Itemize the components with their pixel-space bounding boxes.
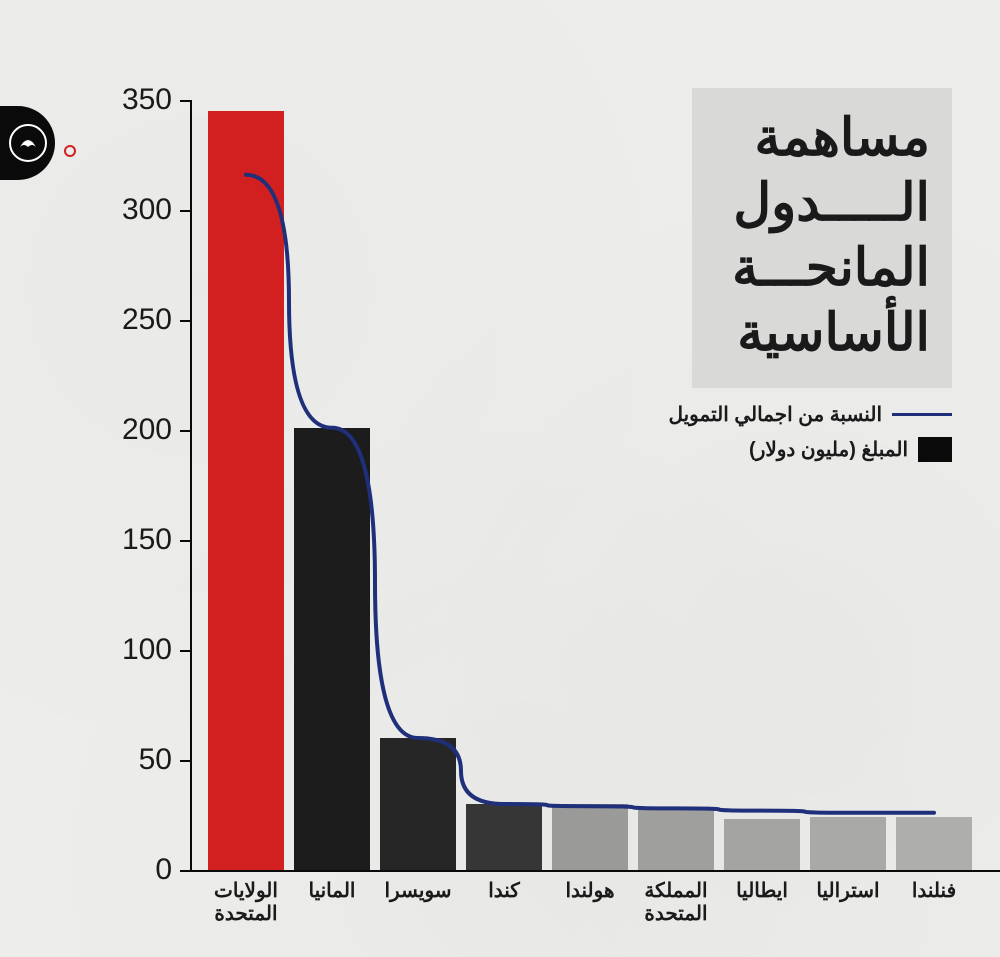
y-axis-label: 350 <box>90 83 172 117</box>
y-axis-label: 250 <box>90 303 172 337</box>
y-axis-label: 150 <box>90 523 172 557</box>
bar <box>552 804 628 870</box>
bar <box>724 819 800 870</box>
x-axis-label: استراليا <box>798 880 898 903</box>
x-axis-label: هولندا <box>540 880 640 903</box>
plot-area <box>190 100 970 870</box>
donor-chart: 050100150200250300350الولاياتالمتحدةالما… <box>90 100 970 870</box>
y-tick <box>180 760 192 762</box>
x-axis-label: المانيا <box>282 880 382 903</box>
logo-badge <box>0 106 55 180</box>
bar <box>380 738 456 870</box>
y-axis-label: 0 <box>90 853 172 887</box>
logo-icon <box>8 123 48 163</box>
y-axis-label: 300 <box>90 193 172 227</box>
bar <box>208 111 284 870</box>
x-axis-label: الولاياتالمتحدة <box>196 880 296 926</box>
x-axis-label: المملكةالمتحدة <box>626 880 726 926</box>
y-tick <box>180 210 192 212</box>
y-tick <box>180 870 192 872</box>
y-tick <box>180 320 192 322</box>
y-tick <box>180 100 192 102</box>
accent-dot <box>64 145 76 157</box>
y-axis-label: 100 <box>90 633 172 667</box>
bar <box>294 428 370 870</box>
bar <box>810 817 886 870</box>
x-axis-label: سويسرا <box>368 880 468 903</box>
bar <box>896 817 972 870</box>
y-tick <box>180 430 192 432</box>
y-axis-label: 50 <box>90 743 172 777</box>
bar <box>466 804 542 870</box>
x-axis-label: فنلندا <box>884 880 984 903</box>
x-axis-label: كندا <box>454 880 554 903</box>
bar <box>638 808 714 870</box>
y-tick <box>180 650 192 652</box>
y-axis-label: 200 <box>90 413 172 447</box>
y-tick <box>180 540 192 542</box>
x-baseline <box>190 870 1000 872</box>
x-axis-label: ايطاليا <box>712 880 812 903</box>
